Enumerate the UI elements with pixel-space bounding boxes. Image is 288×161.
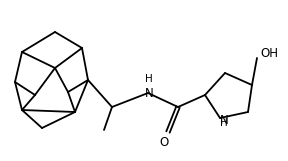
Text: N: N (220, 114, 228, 127)
Text: H: H (145, 74, 153, 84)
Text: H: H (220, 118, 228, 128)
Text: OH: OH (260, 47, 278, 60)
Text: N: N (145, 86, 154, 99)
Text: O: O (159, 136, 169, 148)
